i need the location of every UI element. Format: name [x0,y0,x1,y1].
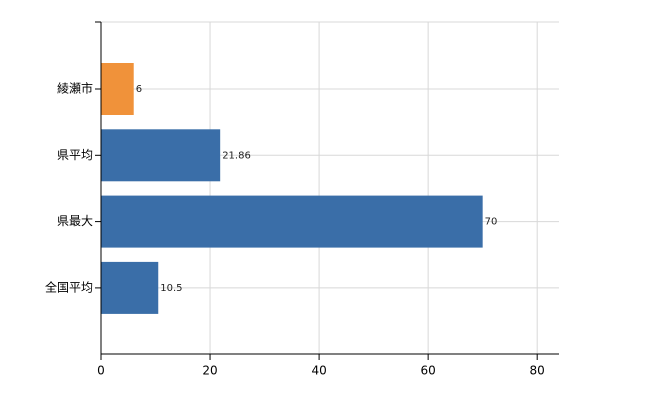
bar [101,129,221,182]
y-tick-label: 県平均 [57,148,93,162]
value-label: 70 [485,217,498,228]
value-label: 10.5 [160,283,182,294]
x-tick-label: 40 [311,364,326,378]
y-tick-label: 全国平均 [45,279,93,294]
value-label: 6 [136,84,142,95]
bar [101,63,134,115]
y-tick-label: 県最大 [57,214,93,228]
x-tick-label: 0 [97,364,105,378]
x-tick-label: 20 [202,364,217,378]
bar [101,261,159,314]
bar [101,195,483,248]
x-tick-label: 80 [530,364,545,378]
x-tick-label: 60 [421,364,436,378]
y-tick-label: 綾瀬市 [57,81,93,96]
value-label: 21.86 [222,150,251,161]
